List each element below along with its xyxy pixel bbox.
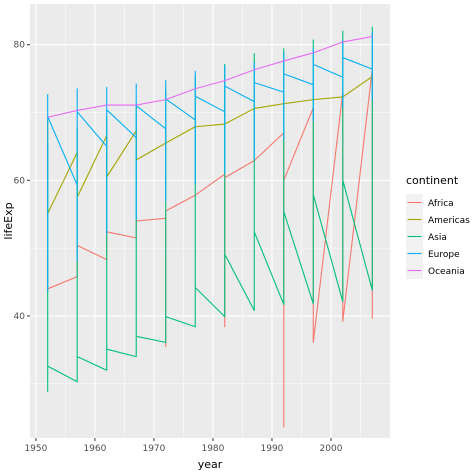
legend-label: Asia: [428, 233, 447, 243]
x-axis-title: year: [198, 458, 223, 471]
legend-label: Africa: [428, 199, 454, 209]
x-tick-label: 1960: [83, 444, 106, 454]
x-tick-label: 1990: [261, 444, 284, 454]
x-tick-label: 1950: [24, 444, 47, 454]
x-axis: 1950 1960 1970 1980 1990 2000: [24, 438, 343, 454]
y-tick-label: 40: [14, 312, 26, 322]
grid-major: [30, 4, 390, 438]
y-axis-title: lifeExp: [2, 202, 15, 239]
x-tick-label: 1970: [142, 444, 165, 454]
plot-panel: [30, 4, 390, 438]
legend-label: Europe: [428, 250, 460, 260]
grid-minor: [30, 4, 390, 438]
x-tick-label: 2000: [320, 444, 343, 454]
legend: continent Africa Americas Asia Europe Oceani…: [406, 174, 470, 279]
series-line-asia: [47, 26, 373, 392]
y-tick-label: 80: [14, 41, 26, 51]
x-tick-label: 1980: [201, 444, 224, 454]
y-tick-label: 60: [14, 176, 26, 186]
series-line-europe: [47, 31, 373, 293]
series-layer: [47, 26, 373, 428]
legend-label: Americas: [428, 216, 470, 226]
series-line-oceania: [47, 36, 373, 118]
legend-items: Africa Americas Asia Europe Oceania: [406, 194, 470, 279]
legend-title: continent: [406, 174, 459, 187]
legend-label: Oceania: [428, 267, 465, 277]
y-axis: 40 60 80: [14, 41, 30, 322]
